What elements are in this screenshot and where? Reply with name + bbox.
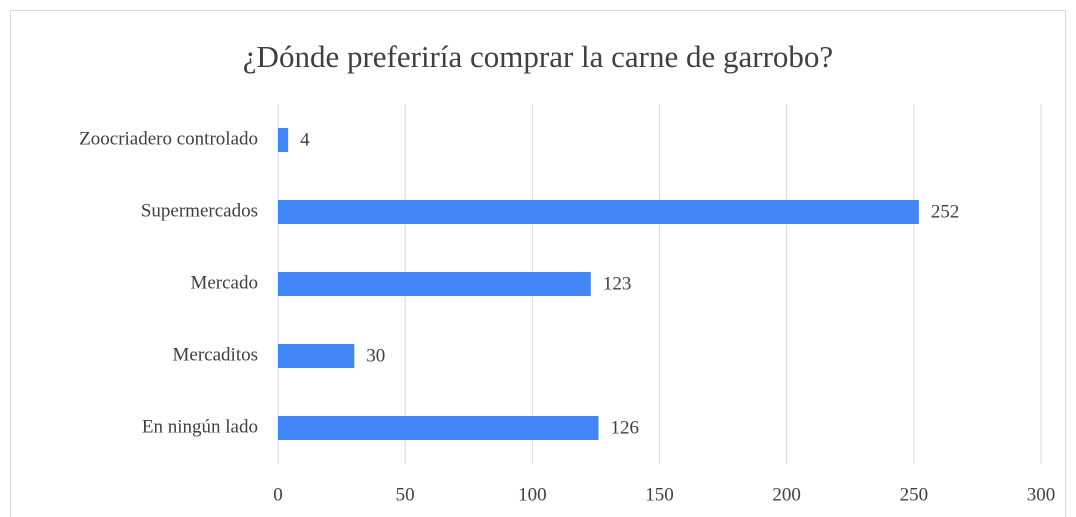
- y-tick-label: Zoocriadero controlado: [79, 128, 258, 149]
- y-tick-label: En ningún lado: [142, 416, 258, 437]
- data-label: 252: [931, 201, 960, 222]
- data-label: 123: [603, 273, 632, 294]
- x-tick-label: 50: [396, 484, 415, 505]
- chart-border: [10, 10, 1066, 517]
- bar: [278, 344, 355, 368]
- bar: [278, 128, 289, 152]
- x-tick-label: 0: [273, 484, 283, 505]
- data-label: 30: [366, 345, 385, 366]
- y-tick-label: Supermercados: [141, 200, 258, 221]
- y-tick-label: Mercado: [190, 272, 258, 293]
- data-label: 4: [300, 129, 310, 150]
- x-tick-label: 200: [772, 484, 801, 505]
- x-tick-label: 150: [645, 484, 674, 505]
- bar: [278, 416, 599, 440]
- x-tick-label: 100: [518, 484, 547, 505]
- chart-title: ¿Dónde preferiría comprar la carne de ga…: [243, 39, 833, 74]
- x-tick-label: 300: [1027, 484, 1056, 505]
- y-tick-label: Mercaditos: [173, 344, 258, 365]
- bar: [278, 272, 591, 296]
- x-tick-label: 250: [900, 484, 929, 505]
- data-label: 126: [610, 417, 639, 438]
- bar: [278, 200, 919, 224]
